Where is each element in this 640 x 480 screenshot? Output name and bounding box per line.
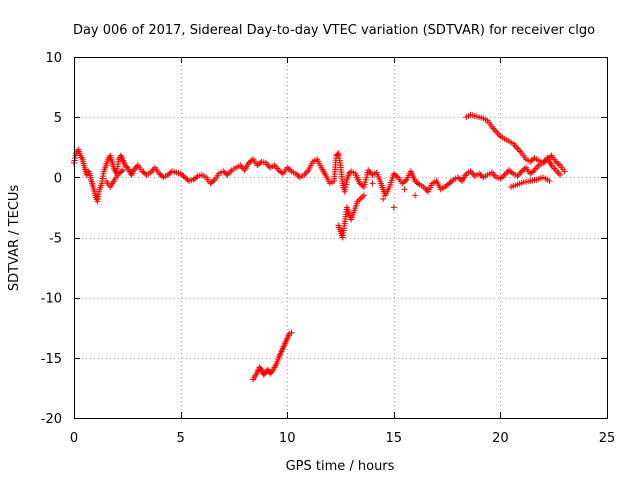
data-point <box>449 177 456 184</box>
y-tick-label: -10 <box>41 292 62 307</box>
data-point <box>288 329 295 336</box>
plot-frame <box>74 57 608 419</box>
data-point <box>123 163 130 170</box>
data-point <box>359 193 366 200</box>
data-point <box>287 167 294 174</box>
data-point <box>557 171 564 178</box>
data-point <box>257 159 264 166</box>
data-point <box>380 195 387 202</box>
data-point <box>530 168 537 175</box>
data-point <box>521 165 528 172</box>
y-tick-label: -15 <box>41 352 62 367</box>
x-tick-label: 20 <box>492 431 509 446</box>
data-point <box>546 177 553 184</box>
x-tick-label: 5 <box>176 431 184 446</box>
data-point <box>248 157 255 164</box>
y-tick-label: 10 <box>45 51 62 66</box>
data-points <box>71 111 568 383</box>
data-point <box>547 153 554 160</box>
data-point <box>268 369 275 376</box>
data-point <box>167 169 174 176</box>
data-point <box>118 168 125 175</box>
data-point <box>508 169 515 176</box>
data-point <box>555 161 562 168</box>
data-point <box>357 195 364 202</box>
data-point <box>184 176 191 183</box>
data-point <box>401 186 408 193</box>
data-point <box>390 204 397 211</box>
data-point <box>120 167 127 174</box>
data-point <box>360 192 367 199</box>
data-point <box>278 169 285 176</box>
data-point <box>334 151 341 158</box>
x-tick-label: 25 <box>599 431 616 446</box>
data-point <box>369 180 376 187</box>
data-point <box>193 174 200 181</box>
x-tick-label: 0 <box>70 431 78 446</box>
data-point <box>500 173 507 180</box>
x-axis-label: GPS time / hours <box>286 459 395 474</box>
data-point <box>210 177 217 184</box>
y-tick-label: 5 <box>54 111 62 126</box>
y-tick-label: -20 <box>41 412 62 427</box>
x-tick-label: 15 <box>386 431 403 446</box>
data-point <box>402 177 409 184</box>
chart-title: Day 006 of 2017, Sidereal Day-to-day VTE… <box>73 23 595 38</box>
grid-lines <box>74 57 607 418</box>
data-point <box>412 192 419 199</box>
y-tick-label: 0 <box>54 171 62 186</box>
y-axis-label: SDTVAR / TECUs <box>7 185 22 292</box>
y-tick-label: -5 <box>49 232 62 247</box>
data-point <box>414 180 421 187</box>
data-point <box>393 173 400 180</box>
data-point <box>561 168 568 175</box>
axis-ticks: 0 5 10 15 20 25 10 5 0 -5 -10 -15 -20 <box>41 51 616 446</box>
x-tick-label: 10 <box>279 431 296 446</box>
